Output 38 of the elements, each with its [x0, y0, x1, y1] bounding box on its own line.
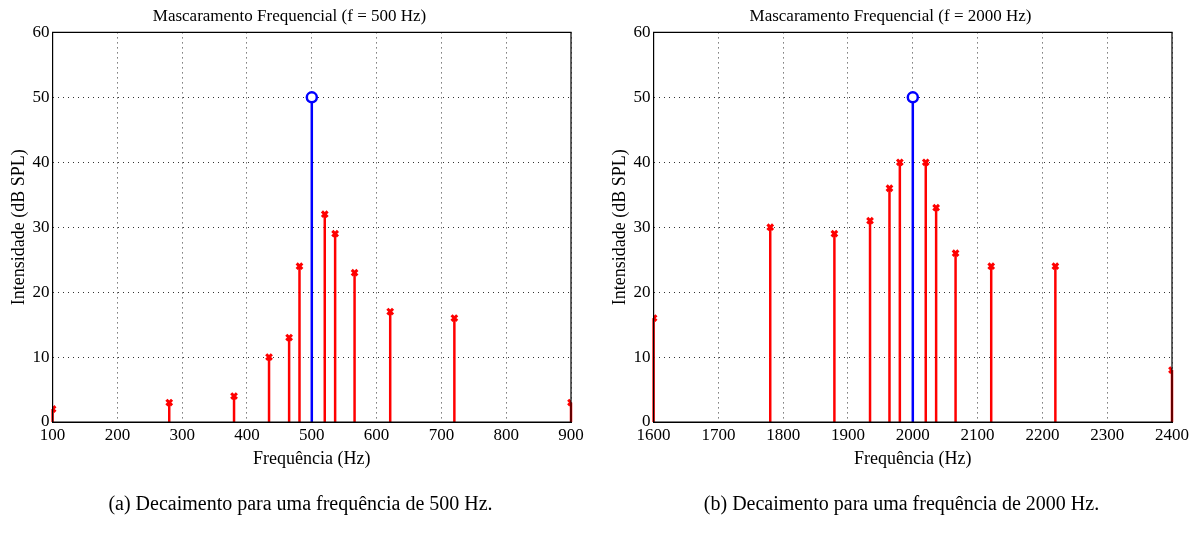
- y-tick-label: 40: [633, 151, 651, 171]
- x-tick-label: 800: [493, 424, 519, 444]
- text: (b) Decaimento para uma frequência de 2000 Hz.: [702, 492, 1101, 515]
- y-tick-label: 20: [32, 281, 50, 301]
- point: [906, 91, 920, 104]
- y-tick-label: 10: [633, 346, 651, 366]
- y-tick-label: 30: [633, 216, 651, 236]
- y-axis-title: Intensidade (dB SPL): [7, 149, 29, 306]
- y-tick-label: 50: [633, 86, 651, 106]
- y-tick-label: 30: [32, 216, 50, 236]
- x-tick-label: 200: [104, 424, 131, 444]
- x-tick-label: 1900: [831, 424, 865, 444]
- point: [305, 91, 319, 104]
- x-tick-label: 2200: [1025, 424, 1060, 444]
- text: (a) Decaimento para uma frequência de 500 Hz.: [107, 492, 494, 515]
- x-tick-label: 2300: [1090, 424, 1125, 444]
- x-axis-title: Frequência (Hz): [854, 447, 972, 469]
- y-tick-label: 60: [32, 21, 50, 41]
- x-axis-title: Frequência (Hz): [253, 447, 371, 469]
- x-tick-label: 2400: [1155, 424, 1189, 444]
- chart-title: Mascaramento Frequencial (f = 2000 Hz): [749, 5, 1032, 25]
- x-tick-label: 2100: [960, 424, 995, 444]
- x-tick-label: 300: [169, 424, 195, 444]
- y-tick-label: 10: [32, 346, 50, 366]
- y-axis-title: Intensidade (dB SPL): [608, 149, 630, 306]
- y-tick-label: 40: [32, 151, 50, 171]
- x-tick-label: 400: [234, 424, 260, 444]
- x-tick-label: 600: [363, 424, 390, 444]
- x-tick-label: 700: [428, 424, 455, 444]
- y-tick-label: 60: [633, 21, 651, 41]
- x-tick-label: 500: [299, 424, 325, 444]
- y-tick-label: 20: [633, 281, 651, 301]
- x-tick-label: 2000: [895, 424, 930, 444]
- x-tick-label: 1800: [766, 424, 801, 444]
- chart-title: Mascaramento Frequencial (f = 500 Hz): [152, 5, 427, 25]
- x-tick-label: 900: [558, 424, 584, 444]
- y-tick-label: 50: [32, 86, 50, 106]
- x-tick-label: 1700: [701, 424, 736, 444]
